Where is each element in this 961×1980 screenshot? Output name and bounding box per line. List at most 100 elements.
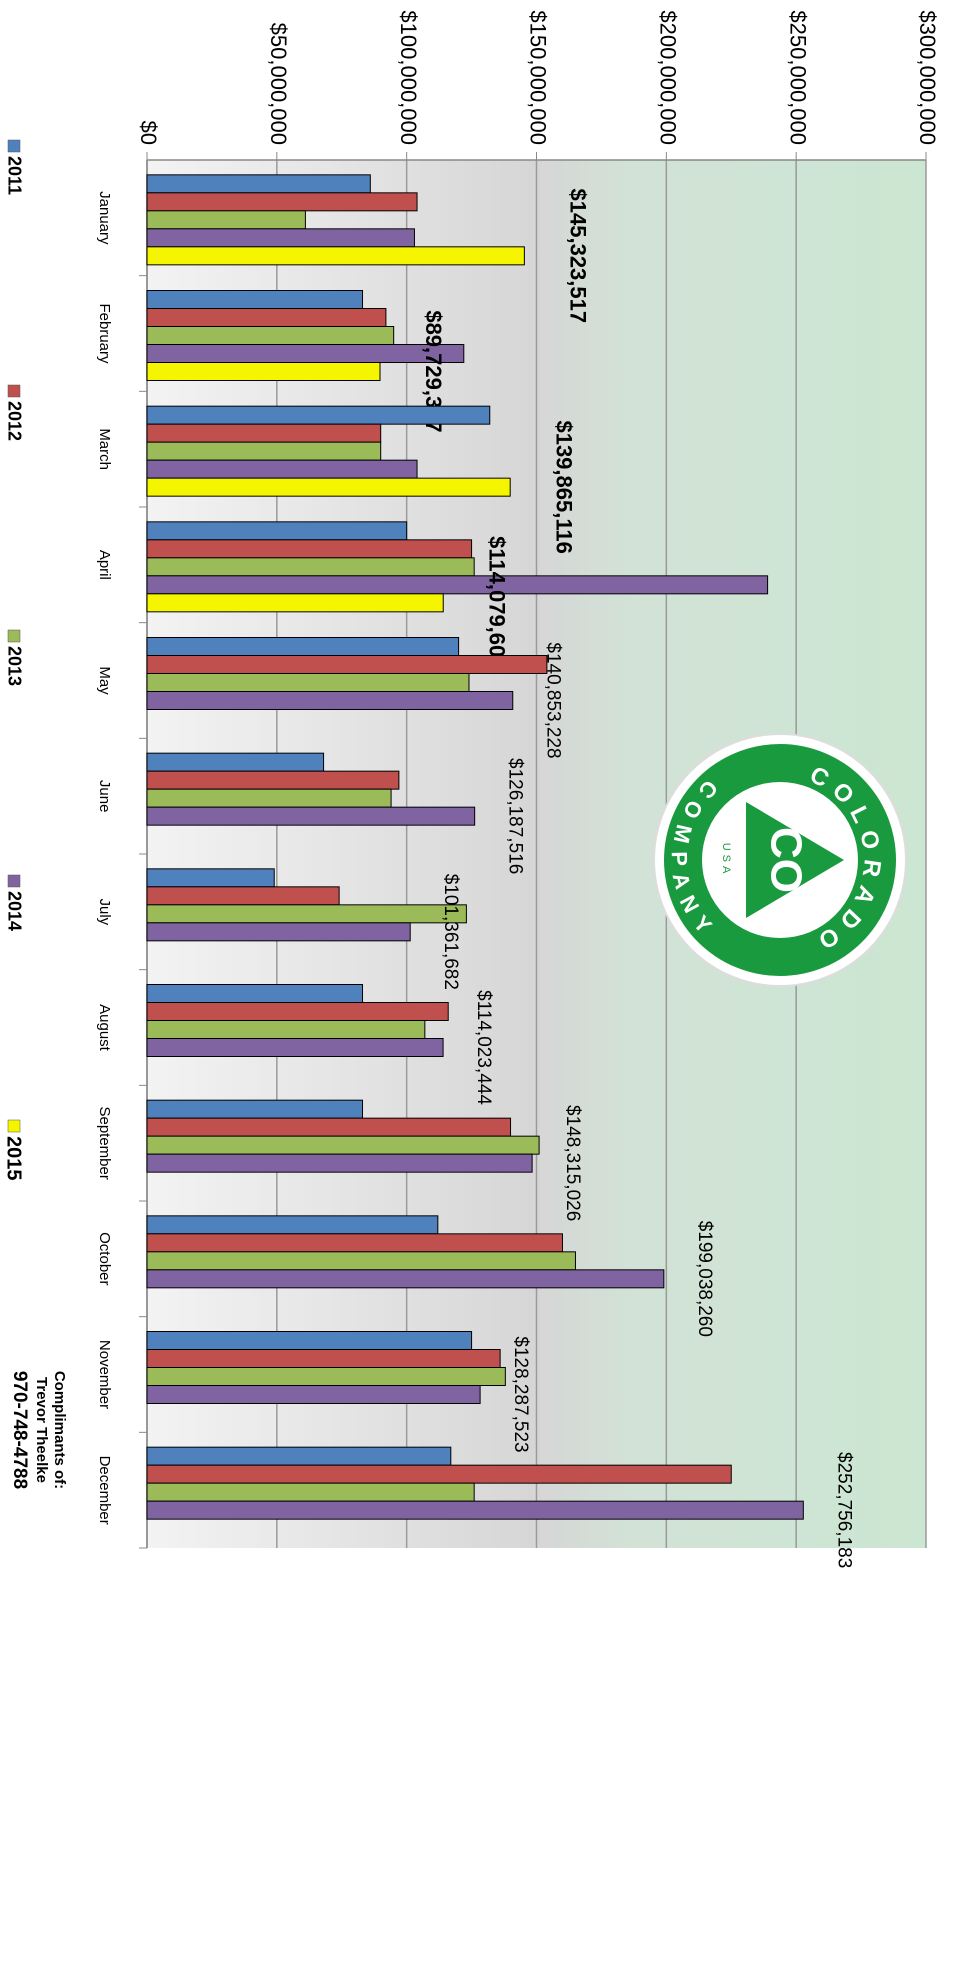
y-tick-label: $0 [136, 121, 161, 145]
bar [146, 308, 387, 327]
bar [146, 1349, 501, 1368]
bar [146, 1385, 481, 1404]
x-tick-label: November [96, 1340, 113, 1409]
y-tick-label: $250,000,000 [785, 10, 810, 145]
bar [146, 1020, 426, 1039]
bar [146, 1464, 732, 1484]
y-tick-label: $150,000,000 [526, 10, 551, 145]
bar [146, 1117, 512, 1137]
bar [146, 1331, 473, 1350]
legend-swatch [7, 139, 21, 153]
bar [146, 593, 444, 613]
legend-label: 2015 [3, 1136, 25, 1181]
legend-label: 2012 [4, 401, 24, 441]
logo-center: CO [761, 827, 810, 893]
data-label: $148,315,026 [562, 1105, 583, 1221]
bar [146, 922, 411, 942]
y-tick-label: $200,000,000 [656, 10, 681, 145]
bar [146, 1367, 506, 1386]
credit: Complimants of: Trevor Theelke 970-748-4… [9, 1371, 68, 1489]
data-label: $252,756,183 [833, 1452, 854, 1568]
data-label: $145,323,517 [566, 189, 591, 324]
legend-swatch [7, 629, 21, 643]
data-label: $128,287,523 [510, 1336, 531, 1452]
bar [146, 405, 491, 425]
bar [146, 886, 340, 906]
x-tick-label: December [96, 1456, 113, 1525]
bar [146, 1153, 533, 1173]
data-label: $114,079,607 [484, 536, 509, 669]
x-tick-label: August [96, 1004, 113, 1052]
bar [146, 1038, 444, 1057]
bar [146, 210, 306, 230]
x-tick-label: April [96, 550, 113, 580]
x-tick-label: February [96, 303, 113, 364]
x-tick-label: May [96, 666, 113, 695]
bar [146, 246, 525, 266]
legend-swatch [7, 1119, 21, 1133]
bar [146, 655, 548, 674]
bar [146, 174, 371, 194]
bar [146, 1002, 449, 1021]
bar [146, 806, 476, 826]
bar [146, 557, 475, 577]
legend-swatch [7, 384, 21, 398]
data-label: $139,865,116 [551, 420, 576, 553]
bar [146, 984, 364, 1003]
x-tick-label: July [96, 898, 113, 925]
credit-line: Trevor Theelke [33, 1377, 50, 1483]
bar [146, 1446, 452, 1466]
bar [146, 575, 769, 595]
bar [146, 1251, 576, 1271]
y-tick-label: $50,000,000 [266, 23, 291, 145]
bar [146, 868, 275, 888]
credit-line: Complimants of: [51, 1371, 68, 1489]
data-label: $140,853,228 [543, 642, 564, 758]
bar [146, 290, 364, 309]
bar [146, 770, 400, 790]
x-tick-label: January [96, 191, 113, 245]
bar [146, 1215, 439, 1235]
bar [146, 423, 382, 443]
bar [146, 691, 514, 710]
bar [146, 344, 465, 363]
logo-triangle [746, 802, 844, 918]
bar [146, 459, 418, 479]
bar [146, 673, 470, 692]
bar [146, 362, 381, 381]
y-tick-label: $300,000,000 [915, 10, 940, 145]
bar [146, 326, 395, 345]
bar [146, 1269, 665, 1289]
logo: CO USA COLORADO COMPANY [653, 733, 907, 987]
bar [146, 788, 392, 808]
bar [146, 1135, 540, 1155]
x-tick-label: March [96, 428, 113, 470]
logo-country: USA [720, 843, 732, 878]
data-label: $101,361,682 [440, 874, 461, 990]
data-label: $126,187,516 [505, 758, 526, 874]
legend-label: 2013 [4, 646, 24, 686]
bar [146, 477, 511, 497]
x-tick-label: September [96, 1106, 113, 1179]
bar [146, 752, 325, 772]
bar [146, 441, 382, 461]
bar [146, 521, 408, 541]
bar [146, 539, 473, 559]
legend-swatch [7, 874, 21, 888]
bar [146, 228, 415, 248]
bar [146, 1099, 364, 1119]
y-tick-label: $100,000,000 [396, 10, 421, 145]
bar [146, 904, 467, 924]
bar [146, 192, 418, 212]
bar [146, 1233, 563, 1253]
x-tick-label: October [96, 1232, 113, 1285]
data-label: $199,038,260 [694, 1221, 715, 1337]
credit-line: 970-748-4788 [9, 1371, 30, 1489]
bar [146, 637, 460, 656]
x-tick-label: June [96, 780, 113, 813]
legend-label: 2011 [4, 156, 24, 195]
data-label: $114,023,444 [473, 990, 494, 1105]
bar [146, 1482, 475, 1502]
